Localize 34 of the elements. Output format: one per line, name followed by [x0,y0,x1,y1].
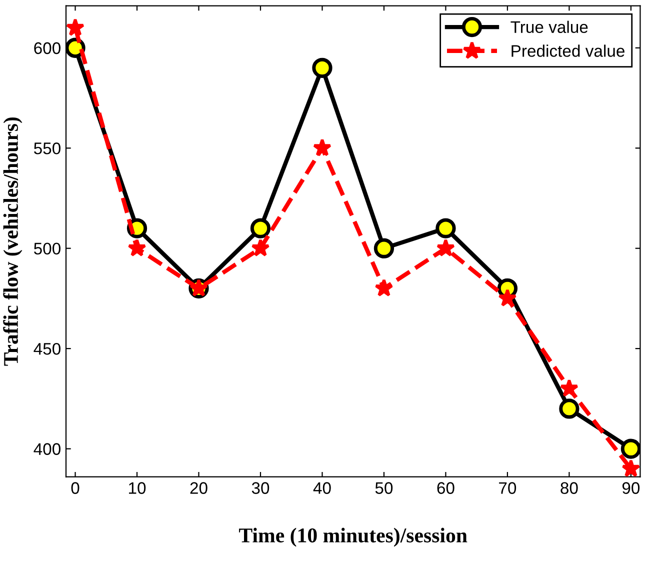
point [620,438,640,459]
y-tick-label: 550 [34,142,60,154]
y-tick-label: 600 [34,42,60,54]
point [498,288,517,307]
x-tick-label: 70 [499,482,516,494]
x-tick-label: 40 [313,482,331,494]
point [374,238,394,258]
x-tick-label: 90 [622,482,640,494]
point [128,238,146,256]
point [374,278,394,297]
y-tick-label: 450 [34,342,60,355]
y-tick-label: 400 [34,443,60,455]
y-tick-label: 500 [34,242,60,255]
y-axis-title: Traffic flow (vehicles/hours) [3,117,22,366]
x-tick-label: 50 [375,482,393,494]
point [312,138,332,156]
legend-label: Predicted value [512,44,624,57]
point [560,378,579,397]
point [251,238,270,256]
point [436,218,456,238]
x-tick-label: 80 [560,482,578,494]
point [250,218,271,238]
x-tick-label: 60 [437,482,454,494]
x-tick-label: 20 [190,482,208,494]
x-axis-title: Time (10 minutes)/session [239,528,468,547]
x-tick-label: 10 [129,482,146,494]
x-tick-label: 0 [71,482,80,494]
point [622,459,640,477]
point [312,58,332,78]
legend-label: True value [510,20,588,34]
point [559,398,580,419]
point [436,238,456,256]
point [66,18,85,36]
x-tick-label: 30 [252,482,270,494]
